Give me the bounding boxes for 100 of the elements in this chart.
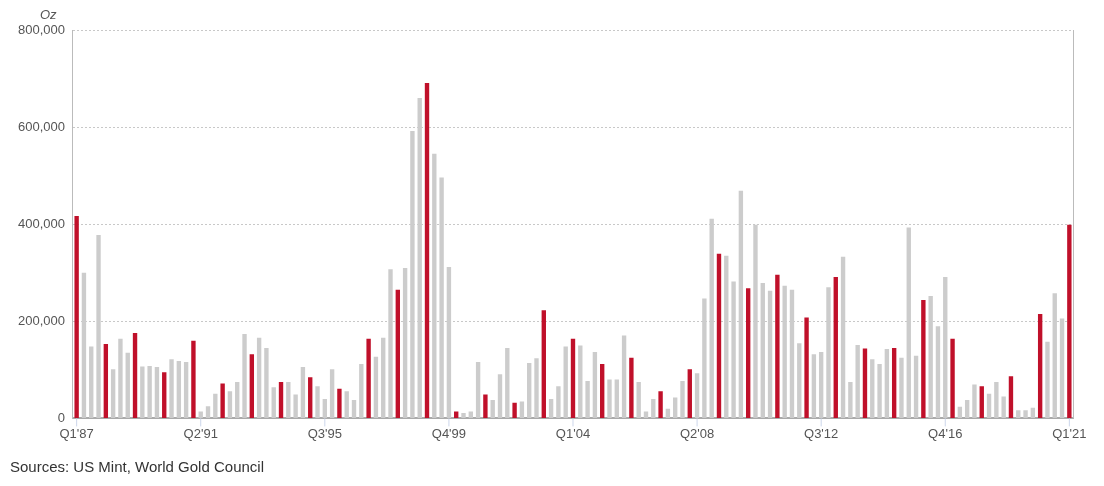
- bar: [848, 381, 853, 418]
- bar: [125, 352, 130, 418]
- x-tick-label: Q2'08: [679, 425, 715, 441]
- bar: [176, 361, 182, 418]
- x-tick-label: Q1'21: [1052, 425, 1087, 441]
- source-note: Sources: US Mint, World Gold Council: [10, 458, 264, 475]
- bar: [578, 345, 583, 418]
- bar: [271, 387, 276, 418]
- bar: [870, 359, 875, 418]
- bar: [680, 381, 685, 418]
- x-tick-label: Q4'16: [928, 425, 963, 441]
- bar: [366, 338, 371, 418]
- x-tick-label: Q4'99: [431, 425, 467, 441]
- bar: [964, 399, 970, 418]
- bar: [745, 288, 751, 418]
- bar: [884, 348, 890, 418]
- bar: [74, 215, 79, 418]
- bar: [205, 406, 211, 418]
- bar: [103, 344, 109, 418]
- y-tick-label: 600,000: [17, 118, 65, 134]
- bar: [1001, 396, 1006, 418]
- bar: [322, 398, 328, 418]
- bar: [308, 377, 313, 418]
- bar: [220, 383, 225, 418]
- bar: [818, 351, 824, 418]
- y-tick-label: 400,000: [17, 215, 65, 231]
- bar: [169, 359, 174, 418]
- bar: [227, 391, 233, 418]
- y-tick-label: 800,000: [17, 21, 65, 37]
- y-tick-label: 200,000: [17, 312, 65, 328]
- bar: [957, 406, 963, 418]
- bar: [621, 335, 627, 418]
- bar: [89, 346, 94, 418]
- bar: [797, 343, 802, 418]
- bar: [636, 381, 641, 418]
- bar: [373, 356, 379, 418]
- bar: [395, 289, 400, 418]
- x-tick-label: Q1'87: [59, 425, 94, 441]
- bar: [351, 399, 357, 418]
- bar: [1008, 376, 1014, 418]
- bar: [424, 82, 430, 418]
- bar: [899, 357, 904, 418]
- bar: [497, 374, 503, 418]
- bar: [570, 338, 576, 418]
- bar: [775, 274, 780, 418]
- bar: [278, 381, 284, 418]
- x-tick-label: Q3'95: [307, 425, 342, 441]
- bar: [1023, 410, 1028, 418]
- bar: [249, 354, 255, 418]
- bar: [235, 381, 240, 418]
- bar: [337, 388, 342, 418]
- bar: [855, 345, 860, 418]
- bar: [1037, 314, 1043, 418]
- bar: [191, 340, 196, 418]
- bar: [833, 277, 838, 418]
- bar: [381, 337, 386, 418]
- bar: [651, 398, 656, 418]
- bar: [629, 357, 634, 418]
- bar: [1067, 224, 1072, 418]
- bar: [811, 354, 817, 418]
- bar: [147, 365, 152, 418]
- bar: [665, 408, 671, 418]
- bar: [359, 364, 364, 418]
- bar: [154, 366, 160, 418]
- bar: [118, 338, 123, 418]
- x-tick-label: Q2'91: [183, 425, 218, 441]
- bar: [132, 332, 138, 418]
- bar: [687, 369, 692, 418]
- bar: [694, 373, 700, 418]
- bar: [994, 381, 999, 418]
- bar: [1045, 341, 1050, 418]
- bar: [877, 364, 882, 418]
- bar: [1016, 410, 1021, 418]
- y-axis-title: Oz: [40, 7, 57, 22]
- bar: [673, 397, 678, 418]
- bar: [162, 372, 167, 418]
- bar: [921, 299, 926, 418]
- bar: [461, 413, 466, 418]
- bar: [979, 386, 984, 418]
- bar: [475, 362, 481, 418]
- bar: [534, 358, 539, 418]
- bar: [716, 253, 722, 418]
- bar: [556, 386, 561, 418]
- bar: [891, 348, 897, 418]
- bar: [293, 394, 298, 418]
- bar: [585, 381, 590, 418]
- bar: [913, 355, 919, 418]
- bar: [935, 326, 941, 418]
- bar: [548, 398, 554, 418]
- bar: [512, 402, 517, 418]
- bar: [110, 369, 116, 418]
- bar: [300, 366, 306, 418]
- bar: [972, 384, 977, 418]
- bar: [490, 399, 495, 418]
- bar: [344, 391, 349, 418]
- bar: [505, 348, 510, 418]
- bar: [592, 351, 598, 418]
- bar: [483, 394, 488, 418]
- bar: [264, 348, 269, 418]
- bar: [614, 379, 619, 418]
